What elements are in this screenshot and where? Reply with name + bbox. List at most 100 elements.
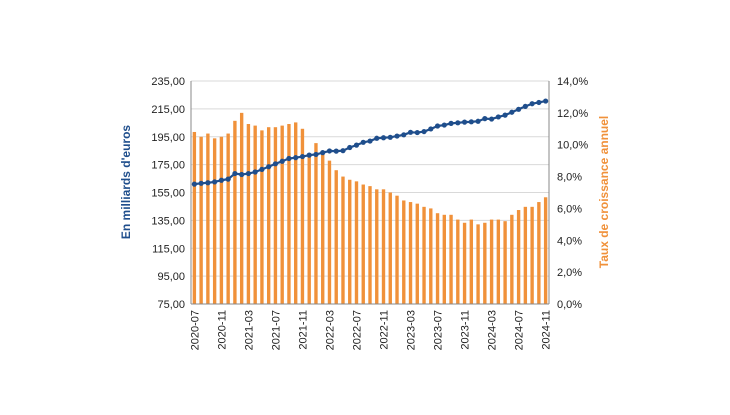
growth-rate-bar — [537, 202, 541, 304]
x-axis-tick-label: 2024-03 — [487, 310, 499, 350]
left-axis-tick-label: 135,00 — [151, 215, 185, 227]
outstanding-amount-point — [428, 126, 434, 132]
growth-rate-bar — [327, 160, 332, 304]
growth-rate-bar — [415, 203, 419, 304]
x-axis-tick-label: 2022-07 — [351, 310, 363, 350]
outstanding-amount-point — [225, 176, 231, 182]
growth-rate-bar — [348, 179, 352, 304]
growth-rate-bar — [233, 120, 237, 304]
outstanding-amount-point — [434, 123, 441, 129]
x-axis-tick-label: 2022-11 — [379, 310, 391, 350]
growth-rate-bar — [496, 219, 501, 304]
outstanding-amount-point — [266, 164, 272, 170]
growth-rate-bar — [199, 136, 203, 304]
outstanding-amount-point — [306, 152, 312, 158]
outstanding-amount-point — [333, 148, 339, 154]
growth-rate-bar — [361, 184, 365, 304]
outstanding-amount-point — [441, 122, 447, 128]
outstanding-amount-point — [468, 119, 474, 125]
outstanding-amount-point — [421, 128, 427, 135]
outstanding-amount-point — [299, 153, 306, 160]
x-axis-tick-label: 2021-07 — [270, 310, 282, 350]
growth-rate-bar — [246, 124, 251, 304]
outstanding-amount-point — [286, 155, 292, 162]
right-axis-tick-label: 4,0% — [557, 235, 582, 247]
x-axis-tick-label: 2024-11 — [541, 310, 553, 350]
outstanding-amount-point — [529, 101, 535, 107]
axes: 75,00 95,00 115,00 135,00 155,00 175,00 195,00… — [151, 76, 588, 350]
outstanding-amount-point — [401, 132, 407, 138]
growth-rate-bar — [219, 136, 224, 304]
outstanding-amount-point — [205, 180, 211, 186]
growth-rate-bar — [321, 152, 325, 304]
outstanding-amount-point — [259, 166, 265, 172]
outstanding-amount-point — [347, 144, 353, 151]
outstanding-amount-point — [374, 135, 380, 141]
growth-rate-bar — [280, 125, 284, 304]
growth-rate-bar — [239, 112, 244, 304]
x-axis-tick-label: 2020-11 — [216, 310, 228, 350]
growth-rate-bar — [341, 176, 345, 304]
x-axis-tick-label: 2022-03 — [324, 310, 336, 350]
growth-rate-bar — [435, 213, 440, 304]
x-axis-tick-label: 2023-11 — [460, 310, 472, 350]
growth-rate-bar — [354, 181, 359, 304]
growth-rate-bar — [449, 214, 453, 304]
growth-rate-bar — [422, 206, 426, 304]
outstanding-amount-point — [380, 135, 387, 141]
outstanding-amount-point — [543, 98, 549, 104]
outstanding-amount-point — [522, 103, 528, 109]
growth-rate-bar — [523, 206, 528, 304]
left-axis-tick-label: 95,00 — [157, 271, 185, 283]
left-axis-tick-label: 115,00 — [152, 243, 185, 255]
right-axis-title: Taux de croissance annuel — [597, 116, 611, 269]
growth-rate-bar — [300, 128, 305, 304]
outstanding-amount-point — [536, 99, 542, 106]
left-axis-tick-label: 75,00 — [157, 299, 185, 311]
growth-rate-bar — [381, 189, 386, 304]
growth-rate-bar — [273, 127, 278, 304]
outstanding-amount-point — [239, 171, 245, 178]
outstanding-amount-point — [461, 119, 468, 125]
outstanding-amount-point — [502, 112, 508, 118]
outstanding-amount-point — [407, 129, 414, 135]
outstanding-amount-point — [482, 116, 488, 122]
outstanding-amount-point — [212, 179, 218, 185]
outstanding-amount-point — [394, 133, 400, 139]
outstanding-amount-point — [320, 150, 326, 156]
left-axis-tick-label: 155,00 — [151, 188, 185, 200]
growth-rate-bar — [206, 133, 210, 304]
growth-rate-bar — [402, 200, 406, 304]
growth-rate-bar — [266, 127, 271, 304]
growth-rate-bar — [429, 208, 433, 304]
outstanding-amount-point — [387, 134, 393, 140]
outstanding-amount-point — [232, 170, 238, 177]
outstanding-amount-point — [367, 138, 373, 144]
x-axis-tick-label: 2024-07 — [514, 310, 526, 350]
growth-rate-bar — [260, 130, 264, 304]
outstanding-amount-point — [326, 148, 333, 154]
outstanding-amount-point — [414, 129, 420, 136]
outstanding-amount-point — [313, 151, 319, 158]
growth-rate-bar — [462, 222, 467, 304]
left-axis-tick-label: 175,00 — [151, 160, 185, 172]
x-axis-tick-label: 2021-03 — [243, 310, 255, 350]
growth-rate-bar — [476, 224, 480, 304]
right-axis-tick-label: 8,0% — [557, 172, 582, 184]
growth-rate-bar — [442, 214, 446, 304]
outstanding-amount-point — [509, 109, 515, 115]
right-axis-tick-label: 6,0% — [557, 203, 582, 215]
growth-rate-bar — [469, 219, 474, 304]
growth-rate-bar — [294, 122, 298, 305]
outstanding-amount-point — [279, 158, 285, 164]
outstanding-amount-point — [252, 169, 258, 175]
growth-rate-bar — [375, 189, 379, 304]
outstanding-amount-point — [191, 181, 197, 187]
outstanding-amount-point — [455, 120, 461, 126]
growth-rate-bar — [456, 219, 460, 304]
x-axis-tick-label: 2023-03 — [406, 310, 418, 350]
right-axis-tick-label: 2,0% — [557, 267, 582, 279]
right-axis-tick-label: 12,0% — [557, 108, 588, 120]
outstanding-amount-line — [191, 98, 549, 187]
